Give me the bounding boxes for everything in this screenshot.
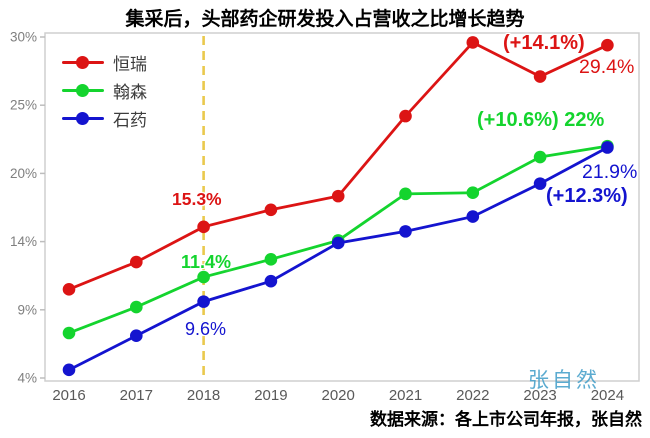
legend-item-hansoh: 翰森 [62,76,147,104]
x-axis-label: 2021 [389,387,422,404]
annotation-hengrui-2024: 29.4% [579,56,635,78]
data-source-note: 数据来源：各上市公司年报，张自然 [370,410,642,429]
data-point-翰森 [62,326,76,340]
data-point-石药 [62,363,76,377]
legend-item-shiyao: 石药 [62,104,147,132]
data-point-翰森 [399,187,412,201]
legend-label: 石药 [113,110,147,130]
x-axis-label: 2017 [120,387,153,404]
annotation-hansoh-2018: 11.4% [181,252,232,272]
series-line-恒瑞 [68,40,608,291]
data-point-恒瑞 [601,38,614,52]
legend-marker-blue [62,111,104,125]
data-point-石药 [130,329,143,343]
x-axis-label: 2022 [456,387,489,404]
x-axis-label: 2023 [523,387,556,404]
data-point-恒瑞 [399,109,412,123]
data-point-恒瑞 [466,36,480,49]
data-point-石药 [601,141,614,154]
data-point-石药 [399,225,412,238]
data-point-石药 [533,177,547,190]
x-axis-label: 2016 [52,387,85,404]
x-axis-label: 2024 [591,387,624,404]
annotation-hengrui-2018: 15.3% [172,189,222,209]
data-point-石药 [331,236,345,250]
y-axis-label: 25% [10,98,37,113]
y-axis-label: 30% [10,30,37,45]
legend-item-hengrui: 恒瑞 [62,48,147,76]
x-axis-label: 2019 [254,387,287,404]
data-point-翰森 [533,150,547,164]
annotation-hengrui-gain: (+14.1%) [503,32,585,54]
x-axis-label: 2018 [187,387,220,404]
data-point-石药 [264,274,278,288]
data-point-石药 [197,295,210,308]
chart-legend: 恒瑞 翰森 石药 [62,48,147,132]
data-point-恒瑞 [331,189,345,203]
legend-marker-green [62,83,104,97]
data-point-翰森 [130,300,143,314]
annotation-shiyao-2018: 9.6% [185,319,227,339]
data-point-翰森 [264,253,278,266]
series-line-石药 [68,146,609,372]
chart-title: 集采后，头部药企研发投入占营收之比增长趋势 [125,9,525,30]
data-point-石药 [466,210,480,223]
annotation-shiyao-2024: 21.9% [582,161,638,183]
data-point-恒瑞 [533,70,547,83]
data-point-翰森 [466,186,480,200]
legend-label: 翰森 [113,82,147,102]
x-axis-label: 2020 [322,387,355,404]
data-point-恒瑞 [62,283,76,296]
data-point-恒瑞 [264,203,278,217]
annotation-shiyao-gain: (+12.3%) [546,185,628,207]
y-axis-label: 4% [17,371,37,386]
y-axis-label: 20% [10,166,37,181]
data-point-恒瑞 [130,255,143,269]
data-point-翰森 [197,270,210,284]
legend-marker-red [62,55,104,69]
data-point-恒瑞 [197,220,210,234]
watermark-author: 张自然 [528,369,600,392]
y-axis-label: 9% [17,302,37,317]
annotation-hansoh-gain-2024: (+10.6%) 22% [477,109,605,131]
legend-label: 恒瑞 [113,54,147,74]
y-axis-label: 14% [10,234,37,249]
plot-border [44,32,640,382]
